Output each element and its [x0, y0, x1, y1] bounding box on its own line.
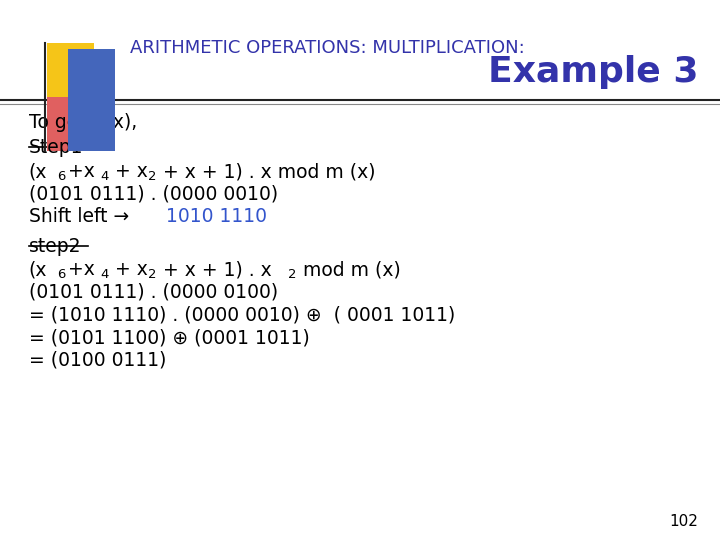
Text: Step1: Step1	[29, 138, 84, 157]
Text: Example 3: Example 3	[488, 55, 698, 89]
FancyBboxPatch shape	[47, 43, 94, 97]
Text: = (0101 1100) ⊕ (0001 1011): = (0101 1100) ⊕ (0001 1011)	[29, 328, 310, 347]
Text: 1010 1110: 1010 1110	[166, 207, 266, 226]
Text: mod m (x): mod m (x)	[297, 260, 400, 279]
Text: + x: + x	[109, 162, 148, 181]
Text: = (0100 0111): = (0100 0111)	[29, 351, 166, 370]
Text: + x: + x	[109, 260, 148, 279]
Text: (0101 0111) . (0000 0010): (0101 0111) . (0000 0010)	[29, 185, 278, 204]
Text: +x: +x	[68, 260, 95, 279]
Text: (0101 0111) . (0000 0100): (0101 0111) . (0000 0100)	[29, 283, 278, 302]
Text: 2: 2	[148, 170, 156, 183]
Text: 102: 102	[670, 514, 698, 529]
Text: ARITHMETIC OPERATIONS: MULTIPLICATION:: ARITHMETIC OPERATIONS: MULTIPLICATION:	[130, 39, 524, 57]
FancyBboxPatch shape	[47, 97, 94, 151]
Text: +x: +x	[68, 162, 95, 181]
Text: (x: (x	[29, 162, 48, 181]
Text: Shift left →: Shift left →	[29, 207, 135, 226]
Text: 6: 6	[58, 170, 66, 183]
Text: To get r (x),: To get r (x),	[29, 113, 137, 132]
Text: (x: (x	[29, 260, 48, 279]
Text: step2: step2	[29, 237, 81, 255]
FancyBboxPatch shape	[68, 49, 115, 151]
Text: 4: 4	[101, 170, 109, 183]
Text: 4: 4	[101, 268, 109, 281]
Text: 2: 2	[288, 268, 297, 281]
Text: + x + 1) . x mod m (x): + x + 1) . x mod m (x)	[157, 162, 375, 181]
Text: 2: 2	[148, 268, 156, 281]
Text: 6: 6	[58, 268, 66, 281]
Text: + x + 1) . x: + x + 1) . x	[157, 260, 271, 279]
Text: = (1010 1110) . (0000 0010) ⊕  ( 0001 1011): = (1010 1110) . (0000 0010) ⊕ ( 0001 101…	[29, 306, 455, 325]
